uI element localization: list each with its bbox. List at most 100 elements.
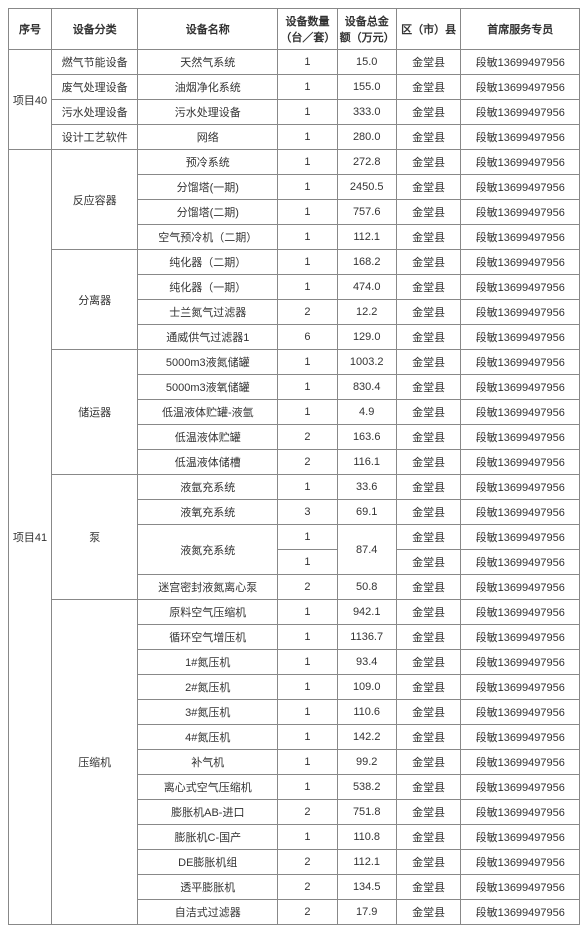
contact: 段敏13699497956	[461, 75, 580, 100]
category: 储运器	[52, 350, 138, 475]
contact: 段敏13699497956	[461, 800, 580, 825]
contact: 段敏13699497956	[461, 825, 580, 850]
qty: 2	[278, 300, 337, 325]
county: 金堂县	[396, 800, 461, 825]
amount: 757.6	[337, 200, 396, 225]
contact: 段敏13699497956	[461, 475, 580, 500]
amount: 109.0	[337, 675, 396, 700]
equip-name: 液氮充系统	[138, 525, 278, 575]
equip-name: 4#氮压机	[138, 725, 278, 750]
county: 金堂县	[396, 350, 461, 375]
contact: 段敏13699497956	[461, 225, 580, 250]
amount: 50.8	[337, 575, 396, 600]
contact: 段敏13699497956	[461, 750, 580, 775]
category: 分离器	[52, 250, 138, 350]
equip-name: 5000m3液氧储罐	[138, 375, 278, 400]
amount: 1136.7	[337, 625, 396, 650]
amount: 116.1	[337, 450, 396, 475]
qty: 1	[278, 200, 337, 225]
equip-name: 士兰氮气过滤器	[138, 300, 278, 325]
amount: 93.4	[337, 650, 396, 675]
equip-name: 循环空气增压机	[138, 625, 278, 650]
qty: 3	[278, 500, 337, 525]
amount: 333.0	[337, 100, 396, 125]
contact: 段敏13699497956	[461, 100, 580, 125]
county: 金堂县	[396, 825, 461, 850]
qty: 1	[278, 650, 337, 675]
county: 金堂县	[396, 425, 461, 450]
county: 金堂县	[396, 600, 461, 625]
contact: 段敏13699497956	[461, 900, 580, 925]
qty: 1	[278, 275, 337, 300]
county: 金堂县	[396, 550, 461, 575]
equip-name: 离心式空气压缩机	[138, 775, 278, 800]
amount: 112.1	[337, 850, 396, 875]
equip-name: 透平膨胀机	[138, 875, 278, 900]
amount: 12.2	[337, 300, 396, 325]
county: 金堂县	[396, 525, 461, 550]
table-row: 设计工艺软件网络1280.0金堂县段敏13699497956	[9, 125, 580, 150]
county: 金堂县	[396, 625, 461, 650]
county: 金堂县	[396, 125, 461, 150]
county: 金堂县	[396, 900, 461, 925]
qty: 1	[278, 375, 337, 400]
contact: 段敏13699497956	[461, 150, 580, 175]
qty: 1	[278, 825, 337, 850]
county: 金堂县	[396, 150, 461, 175]
table-row: 项目40燃气节能设备天然气系统115.0金堂县段敏13699497956	[9, 50, 580, 75]
table-row: 污水处理设备污水处理设备1333.0金堂县段敏13699497956	[9, 100, 580, 125]
qty: 1	[278, 125, 337, 150]
category: 污水处理设备	[52, 100, 138, 125]
qty: 1	[278, 675, 337, 700]
equip-name: 低温液体贮罐	[138, 425, 278, 450]
county: 金堂县	[396, 650, 461, 675]
col-header-2: 设备名称	[138, 9, 278, 50]
contact: 段敏13699497956	[461, 275, 580, 300]
contact: 段敏13699497956	[461, 425, 580, 450]
equip-name: 2#氮压机	[138, 675, 278, 700]
qty: 1	[278, 100, 337, 125]
equip-name: 网络	[138, 125, 278, 150]
equip-name: 迷宫密封液氮离心泵	[138, 575, 278, 600]
equip-name: 空气预冷机（二期）	[138, 225, 278, 250]
equip-name: 污水处理设备	[138, 100, 278, 125]
qty: 2	[278, 850, 337, 875]
category: 燃气节能设备	[52, 50, 138, 75]
amount: 142.2	[337, 725, 396, 750]
amount: 168.2	[337, 250, 396, 275]
qty: 1	[278, 700, 337, 725]
amount: 830.4	[337, 375, 396, 400]
qty: 2	[278, 800, 337, 825]
equip-name: 补气机	[138, 750, 278, 775]
county: 金堂县	[396, 300, 461, 325]
contact: 段敏13699497956	[461, 175, 580, 200]
contact: 段敏13699497956	[461, 500, 580, 525]
contact: 段敏13699497956	[461, 50, 580, 75]
contact: 段敏13699497956	[461, 675, 580, 700]
amount: 17.9	[337, 900, 396, 925]
amount: 110.8	[337, 825, 396, 850]
contact: 段敏13699497956	[461, 775, 580, 800]
amount: 69.1	[337, 500, 396, 525]
amount: 2450.5	[337, 175, 396, 200]
qty: 1	[278, 50, 337, 75]
qty: 1	[278, 525, 337, 550]
county: 金堂县	[396, 675, 461, 700]
qty: 1	[278, 250, 337, 275]
qty: 1	[278, 775, 337, 800]
table-row: 分离器纯化器（二期）1168.2金堂县段敏13699497956	[9, 250, 580, 275]
amount: 4.9	[337, 400, 396, 425]
amount: 942.1	[337, 600, 396, 625]
equipment-table: 序号设备分类设备名称设备数量（台／套）设备总金额（万元）区（市）县首席服务专员 …	[8, 8, 580, 925]
amount: 112.1	[337, 225, 396, 250]
contact: 段敏13699497956	[461, 850, 580, 875]
equip-name: 3#氮压机	[138, 700, 278, 725]
table-header-row: 序号设备分类设备名称设备数量（台／套）设备总金额（万元）区（市）县首席服务专员	[9, 9, 580, 50]
amount: 272.8	[337, 150, 396, 175]
contact: 段敏13699497956	[461, 650, 580, 675]
equip-name: DE膨胀机组	[138, 850, 278, 875]
category: 废气处理设备	[52, 75, 138, 100]
proj-label: 项目40	[9, 50, 52, 150]
county: 金堂县	[396, 500, 461, 525]
amount: 163.6	[337, 425, 396, 450]
